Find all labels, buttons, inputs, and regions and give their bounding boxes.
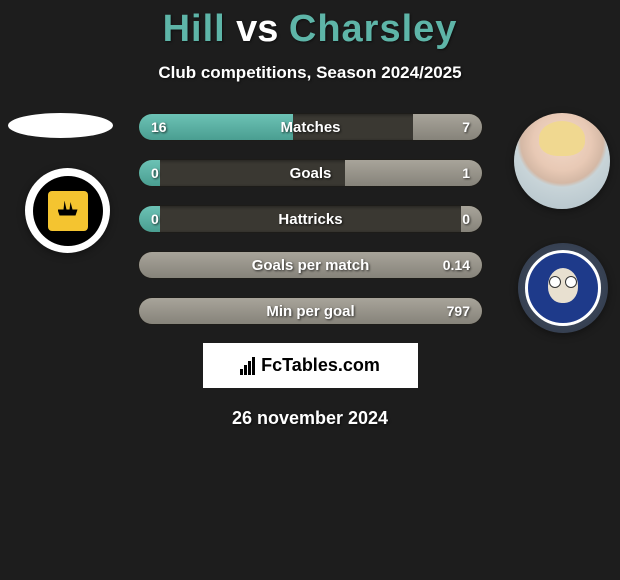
owl-icon	[543, 268, 583, 308]
stat-val-right: 797	[447, 298, 470, 324]
stat-row-hattricks: 0 Hattricks 0	[138, 205, 483, 233]
player2-name: Charsley	[289, 8, 458, 50]
brand-chart-icon	[240, 357, 255, 375]
club-left-badge	[25, 168, 110, 253]
stat-val-right: 0	[462, 206, 470, 232]
club-right-inner	[525, 250, 601, 326]
club-left-shield-icon	[48, 191, 88, 231]
subtitle: Club competitions, Season 2024/2025	[0, 63, 620, 83]
content-area: 16 Matches 7 0 Goals 1 0 Hattricks 0 Goa…	[0, 113, 620, 429]
stat-label: Matches	[139, 114, 482, 140]
stat-val-right: 0.14	[443, 252, 470, 278]
stat-row-matches: 16 Matches 7	[138, 113, 483, 141]
player1-avatar	[8, 113, 113, 138]
club-right-badge	[518, 243, 608, 333]
ship-icon	[58, 201, 78, 216]
title-row: Hill vs Charsley	[0, 0, 620, 51]
stats-container: 16 Matches 7 0 Goals 1 0 Hattricks 0 Goa…	[138, 113, 483, 325]
brand-text: FcTables.com	[261, 355, 380, 376]
stat-val-right: 1	[462, 160, 470, 186]
stat-val-right: 7	[462, 114, 470, 140]
player1-name: Hill	[163, 8, 226, 50]
vs-text: vs	[236, 8, 278, 50]
stat-label: Goals	[139, 160, 482, 186]
player2-avatar	[514, 113, 610, 209]
club-left-inner	[33, 176, 103, 246]
date-text: 26 november 2024	[0, 408, 620, 429]
brand-box: FcTables.com	[203, 343, 418, 388]
stat-label: Hattricks	[139, 206, 482, 232]
stat-row-goals-per-match: Goals per match 0.14	[138, 251, 483, 279]
stat-label: Goals per match	[139, 252, 482, 278]
stat-row-min-per-goal: Min per goal 797	[138, 297, 483, 325]
stat-label: Min per goal	[139, 298, 482, 324]
stat-row-goals: 0 Goals 1	[138, 159, 483, 187]
